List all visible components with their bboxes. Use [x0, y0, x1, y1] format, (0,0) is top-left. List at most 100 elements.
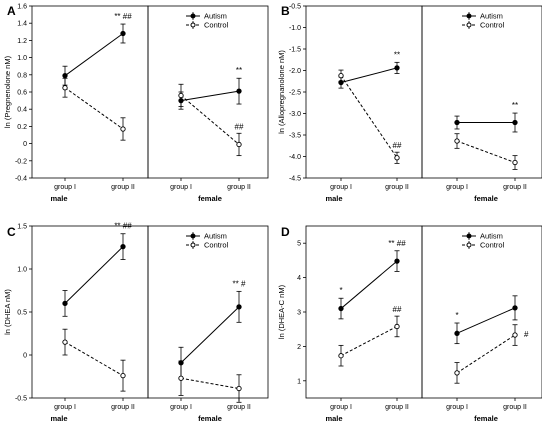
- panel-letter: B: [281, 4, 290, 18]
- autism-series-line: [340, 260, 398, 309]
- control-series-line: [456, 334, 516, 374]
- x-tick-label: group II: [503, 184, 527, 191]
- significance-marker: ** #: [233, 279, 246, 288]
- y-tick-label: 0.6: [17, 90, 27, 97]
- plot-frame-right: [147, 225, 269, 399]
- y-tick-label: 0: [23, 353, 27, 360]
- y-axis-label: ln (Pregnenolone nM): [3, 55, 12, 128]
- x-tick-label: group II: [503, 404, 527, 411]
- x-axis-label: female: [198, 414, 222, 423]
- legend-autism-label: Autism: [480, 12, 503, 21]
- legend-control-label: Control: [480, 21, 505, 30]
- x-tick-label: group II: [111, 184, 135, 191]
- y-tick-label: 1.4: [17, 21, 27, 28]
- control-point: [394, 323, 400, 330]
- autism-point: [120, 30, 126, 37]
- x-axis-label: male: [50, 414, 67, 423]
- significance-marker: *: [455, 311, 458, 320]
- y-tick-label: 1.0: [17, 267, 27, 274]
- panel-letter: A: [7, 4, 16, 18]
- x-tick-label: group I: [170, 404, 192, 411]
- control-point: [62, 339, 68, 345]
- y-axis-label: ln (DHEA nM): [3, 289, 12, 335]
- legend-control-marker: [190, 242, 196, 248]
- y-tick-label: -3.0: [289, 111, 301, 118]
- control-series-line: [340, 326, 398, 357]
- control-point: [178, 375, 184, 381]
- autism-point: [394, 65, 400, 71]
- panel-c: C -0.5 0 0.5 1.0 1.5 ln (DHEA nM) group I group …: [3, 222, 269, 423]
- legend-control-label: Control: [204, 241, 229, 250]
- y-tick-label: 1.2: [17, 38, 27, 45]
- significance-marker: ##: [393, 305, 402, 314]
- y-tick-label: -2.0: [289, 68, 301, 75]
- legend-control-marker: [190, 22, 196, 28]
- autism-point: [512, 305, 518, 311]
- y-tick-label: 0: [23, 141, 27, 148]
- legend-autism-marker: [190, 233, 196, 239]
- y-tick-label: -4.0: [289, 154, 301, 161]
- plot-frame-left: [305, 225, 423, 399]
- panel-a: A -0.4 -0.2 0 0.2 0.4 0.6 0.8 1.0 1.2 1.4 1.6 ln (Pr…: [3, 4, 269, 203]
- control-point: [512, 159, 518, 166]
- y-tick-label: -0.5: [289, 4, 301, 11]
- legend-control-label: Control: [204, 21, 229, 30]
- x-axis-label: male: [50, 194, 67, 203]
- control-series-line: [180, 377, 240, 390]
- control-point: [454, 138, 460, 144]
- plot-frame-left: [31, 5, 149, 179]
- plot-frame-right: [421, 5, 542, 179]
- x-axis-label: female: [198, 194, 222, 203]
- control-point: [236, 385, 242, 392]
- x-tick-label: group II: [227, 184, 251, 191]
- y-tick-label: 0.2: [17, 124, 27, 131]
- control-series-line: [456, 140, 516, 163]
- control-series-line: [64, 341, 124, 377]
- y-tick-label: 3: [297, 310, 301, 317]
- legend-control-label: Control: [480, 241, 505, 250]
- y-tick-label: 2: [297, 344, 301, 351]
- legend-autism-marker: [466, 13, 472, 19]
- significance-marker: **: [394, 50, 400, 59]
- autism-point: [62, 73, 68, 79]
- significance-marker: ** ##: [114, 12, 132, 21]
- control-point: [512, 332, 518, 338]
- control-point: [454, 370, 460, 376]
- control-point: [178, 92, 184, 99]
- significance-marker: #: [524, 330, 529, 339]
- x-tick-label: group I: [170, 184, 192, 191]
- y-axis-label: ln (DHEA-C nM): [277, 284, 286, 339]
- y-tick-label: -0.4: [15, 176, 27, 183]
- legend-autism-label: Autism: [480, 232, 503, 241]
- y-tick-label: -0.5: [15, 396, 27, 403]
- significance-marker: ##: [235, 122, 244, 131]
- control-series-line: [180, 95, 240, 145]
- panel-d: D 1 2 3 4 5 ln (DHEA-C nM) group I group II male *…: [277, 225, 542, 423]
- legend-autism-marker: [466, 233, 472, 239]
- autism-series-line: [340, 67, 398, 84]
- panel-letter: C: [7, 225, 16, 239]
- x-axis-label: male: [325, 194, 342, 203]
- control-series-line: [340, 75, 398, 159]
- autism-point: [120, 243, 126, 250]
- x-tick-label: group I: [330, 184, 352, 191]
- x-tick-label: group I: [54, 184, 76, 191]
- y-tick-label: 1.0: [17, 55, 27, 62]
- y-tick-label: 0.8: [17, 72, 27, 79]
- significance-marker: ** ##: [388, 239, 406, 248]
- autism-point: [236, 88, 242, 94]
- y-tick-label: 0.5: [17, 310, 27, 317]
- autism-series-line: [456, 307, 516, 334]
- autism-point: [62, 300, 68, 307]
- x-tick-label: group I: [446, 184, 468, 191]
- autism-point: [236, 304, 242, 310]
- y-tick-label: 1: [297, 378, 301, 385]
- legend-control-marker: [466, 22, 472, 28]
- y-tick-label: 0.4: [17, 107, 27, 114]
- control-point: [338, 353, 344, 359]
- panel-b: B -4.5 -4.0 -3.5 -3.0 -2.5 -2.0 -1.5 -1.0 -0.5 ln …: [277, 4, 542, 203]
- control-point: [120, 126, 126, 132]
